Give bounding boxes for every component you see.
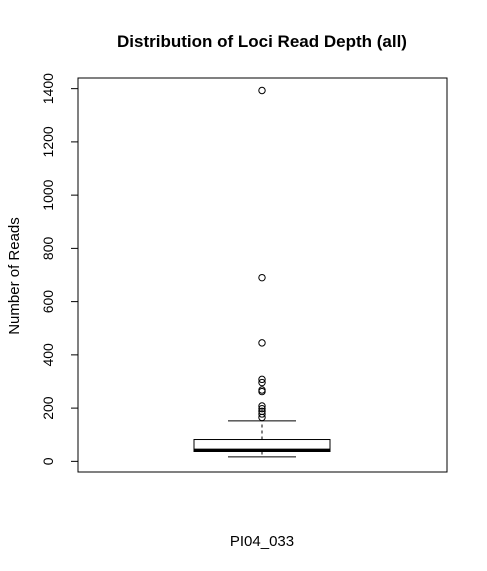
outlier-point <box>258 273 266 282</box>
y-axis: 0 200 400 600 800 1000 1200 1400 <box>40 73 79 465</box>
outlier-point <box>258 339 266 347</box>
chart-title: Distribution of Loci Read Depth (all) <box>117 32 407 51</box>
outlier-point <box>258 404 266 413</box>
outlier-point <box>258 410 266 418</box>
y-tick-label: 1200 <box>40 126 56 157</box>
y-tick-label: 1400 <box>40 73 56 104</box>
box-plot <box>193 420 331 458</box>
y-tick-label: 1000 <box>40 179 56 210</box>
y-tick-label: 800 <box>40 236 56 260</box>
outlier-point <box>258 402 266 410</box>
y-tick-label: 0 <box>40 457 56 465</box>
outlier-point <box>258 413 266 422</box>
outlier-point <box>258 375 266 384</box>
outlier-point <box>258 378 266 387</box>
y-axis-label: Number of Reads <box>6 217 23 335</box>
outlier-point <box>258 86 266 95</box>
y-tick-label: 200 <box>40 396 56 420</box>
x-axis-label: PI04_033 <box>230 533 294 550</box>
y-tick-label: 600 <box>40 290 56 314</box>
outlier-points <box>258 86 266 422</box>
outlier-point <box>258 387 266 396</box>
y-tick-label: 400 <box>40 343 56 367</box>
